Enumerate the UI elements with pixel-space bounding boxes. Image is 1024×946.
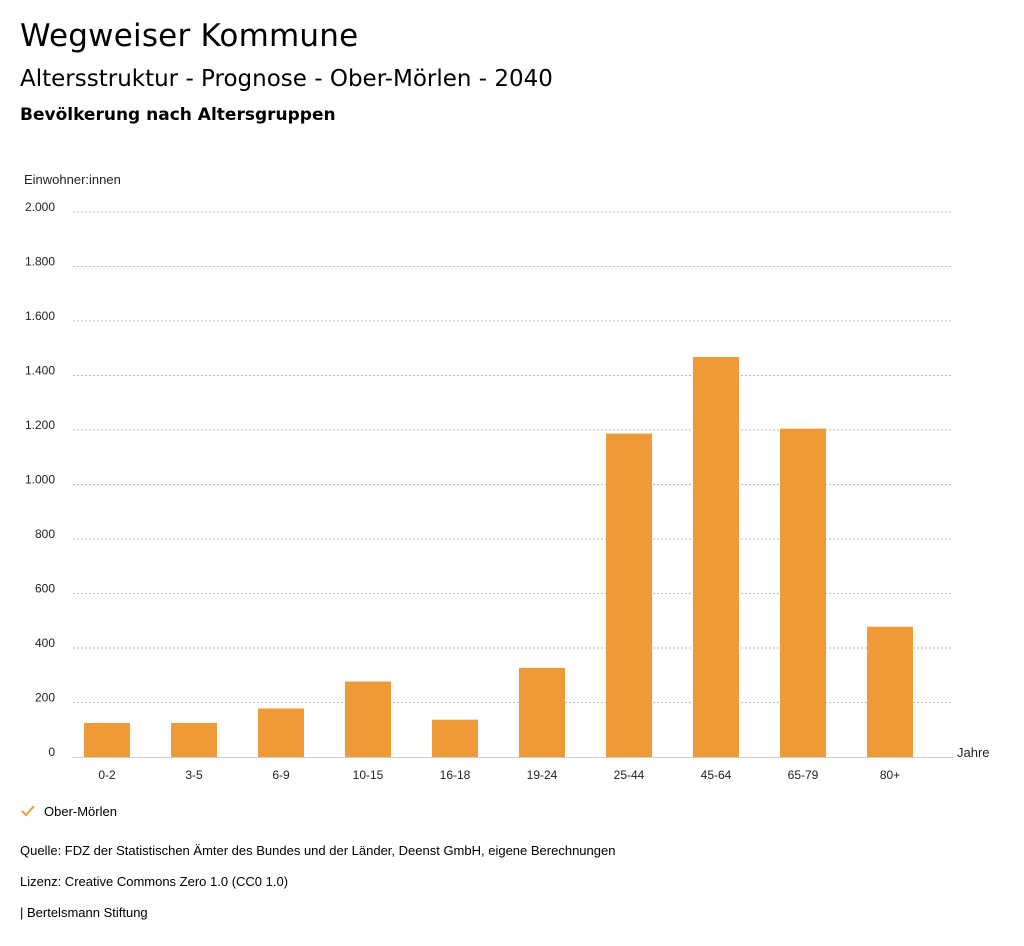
y-axis-label: Einwohner:innen (24, 172, 121, 187)
x-tick-label: 45-64 (701, 768, 732, 782)
y-tick-label: 200 (35, 691, 55, 705)
x-tick-label: 10-15 (353, 768, 384, 782)
source-note: Quelle: FDZ der Statistischen Ämter des … (20, 843, 616, 858)
chart-subtitle: Altersstruktur - Prognose - Ober-Mörlen … (20, 66, 553, 92)
y-tick-label: 600 (35, 582, 55, 596)
x-tick-label: 65-79 (788, 768, 819, 782)
y-tick-label: 1.400 (25, 364, 55, 378)
y-tick-label: 1.200 (25, 418, 55, 432)
credit-note: | Bertelsmann Stiftung (20, 905, 148, 920)
y-tick-label: 0 (48, 745, 55, 759)
y-tick-label: 1.600 (25, 309, 55, 323)
bar-6-9 (258, 708, 304, 757)
bar-chart: Einwohner:innen 0 200 400 600 800 1.000 1.200 1.… (24, 172, 990, 782)
y-tick-label: 800 (35, 527, 55, 541)
bar-19-24 (519, 667, 565, 757)
page-title: Wegweiser Kommune (20, 18, 359, 54)
legend-item-ober-moerlen[interactable]: Ober-Mörlen (20, 803, 117, 819)
bar-16-18 (432, 719, 478, 757)
x-axis-label: Jahre (957, 745, 990, 760)
bar-3-5 (171, 722, 217, 757)
license-note: Lizenz: Creative Commons Zero 1.0 (CC0 1… (20, 874, 289, 889)
checkmark-icon (21, 805, 35, 817)
x-tick-label: 3-5 (185, 768, 203, 782)
bar-65-79 (780, 428, 826, 757)
y-tick-label: 2.000 (25, 200, 55, 214)
y-tick-label: 400 (35, 636, 55, 650)
x-tick-label: 6-9 (272, 768, 290, 782)
bar-25-44 (606, 433, 652, 757)
legend-label: Ober-Mörlen (44, 803, 117, 819)
x-tick-label: 80+ (880, 768, 900, 782)
x-tick-label: 19-24 (527, 768, 558, 782)
x-tick-label: 25-44 (614, 768, 645, 782)
x-tick-label: 0-2 (98, 768, 116, 782)
chart-subheading: Bevölkerung nach Altersgruppen (20, 105, 336, 125)
bar-0-2 (84, 722, 130, 757)
y-tick-label: 1.000 (25, 473, 55, 487)
y-tick-label: 1.800 (25, 255, 55, 269)
bar-45-64 (693, 356, 739, 757)
x-tick-label: 16-18 (440, 768, 471, 782)
bar-80+ (867, 626, 913, 757)
bar-10-15 (345, 681, 391, 757)
